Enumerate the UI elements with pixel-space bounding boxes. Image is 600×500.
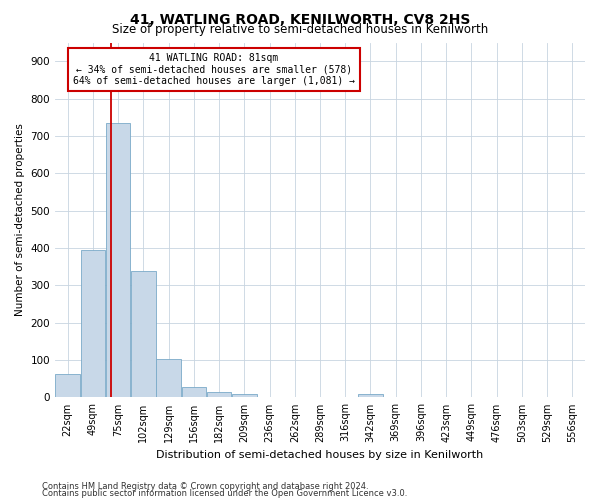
Bar <box>55 374 80 398</box>
Bar <box>182 388 206 398</box>
X-axis label: Distribution of semi-detached houses by size in Kenilworth: Distribution of semi-detached houses by … <box>157 450 484 460</box>
Bar <box>106 123 130 398</box>
Text: Size of property relative to semi-detached houses in Kenilworth: Size of property relative to semi-detach… <box>112 22 488 36</box>
Bar <box>207 392 232 398</box>
Bar <box>131 271 155 398</box>
Bar <box>157 358 181 398</box>
Text: Contains public sector information licensed under the Open Government Licence v3: Contains public sector information licen… <box>42 489 407 498</box>
Text: 41 WATLING ROAD: 81sqm
← 34% of semi-detached houses are smaller (578)
64% of se: 41 WATLING ROAD: 81sqm ← 34% of semi-det… <box>73 53 355 86</box>
Bar <box>232 394 257 398</box>
Bar <box>80 250 105 398</box>
Text: Contains HM Land Registry data © Crown copyright and database right 2024.: Contains HM Land Registry data © Crown c… <box>42 482 368 491</box>
Y-axis label: Number of semi-detached properties: Number of semi-detached properties <box>15 124 25 316</box>
Bar <box>358 394 383 398</box>
Text: 41, WATLING ROAD, KENILWORTH, CV8 2HS: 41, WATLING ROAD, KENILWORTH, CV8 2HS <box>130 12 470 26</box>
